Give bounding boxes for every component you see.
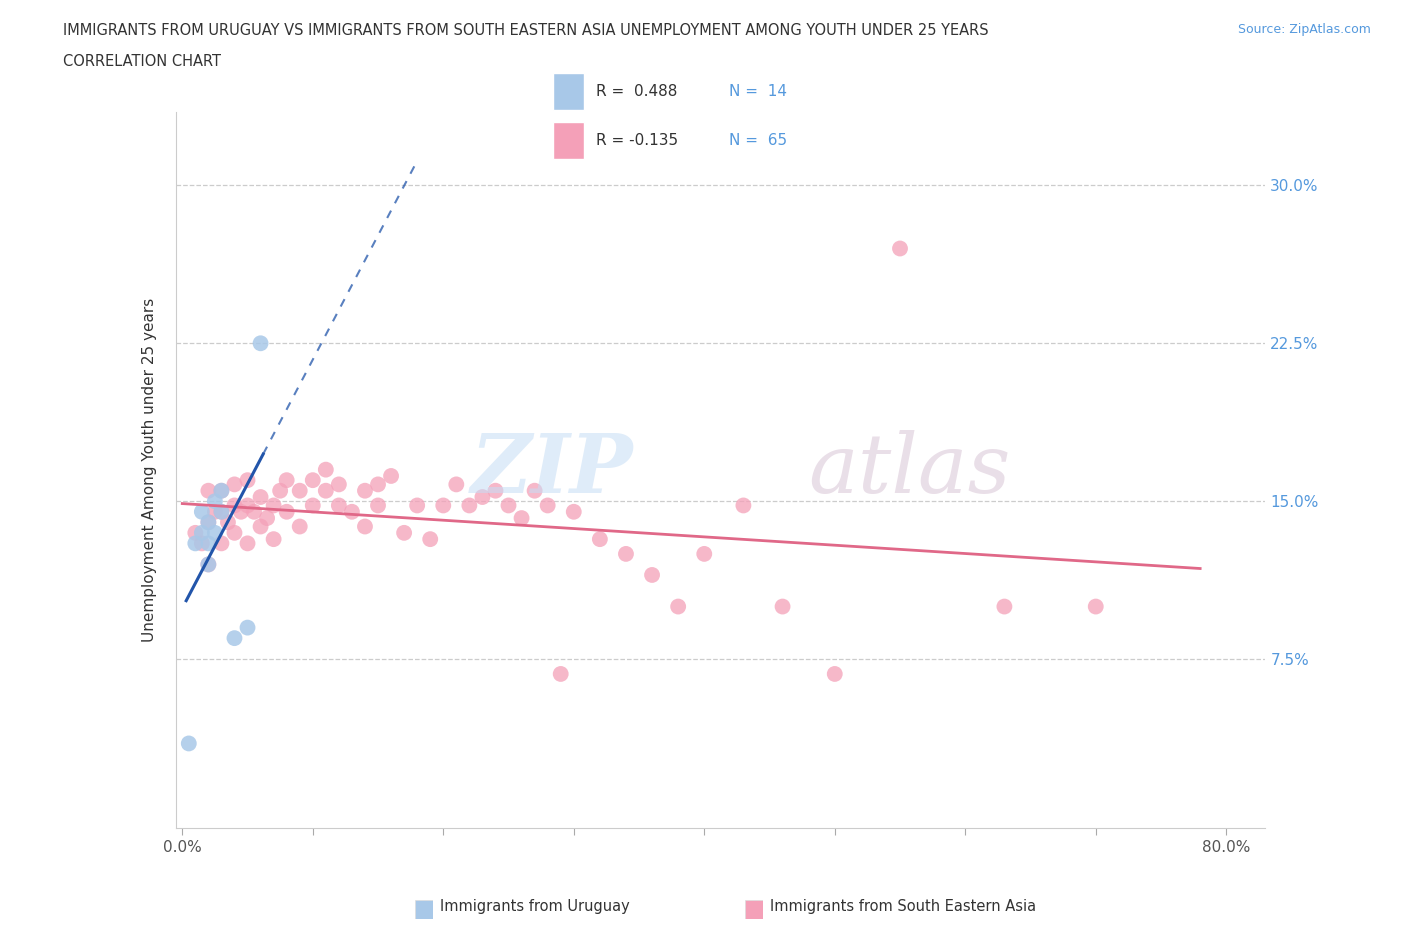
Point — [197, 557, 219, 572]
Point — [191, 504, 214, 519]
Point — [340, 504, 363, 519]
Point — [993, 599, 1015, 614]
Point — [392, 525, 415, 540]
Point — [328, 477, 350, 492]
Point — [641, 567, 664, 582]
Point — [209, 536, 232, 551]
Point — [249, 489, 271, 504]
Text: CORRELATION CHART: CORRELATION CHART — [63, 54, 221, 69]
Point — [315, 462, 337, 477]
Text: N =  14: N = 14 — [728, 85, 787, 100]
Point — [367, 477, 389, 492]
Point — [406, 498, 429, 513]
Point — [263, 532, 285, 547]
Text: N =  65: N = 65 — [728, 133, 787, 148]
Point — [354, 484, 377, 498]
Point — [263, 498, 285, 513]
Point — [191, 536, 214, 551]
Point — [177, 736, 200, 751]
Point — [209, 504, 232, 519]
Text: Immigrants from Uruguay: Immigrants from Uruguay — [440, 899, 630, 914]
Text: ZIP: ZIP — [471, 430, 633, 510]
Point — [733, 498, 755, 513]
Point — [217, 515, 239, 530]
Text: R = -0.135: R = -0.135 — [596, 133, 678, 148]
Point — [288, 484, 311, 498]
Point — [197, 557, 219, 572]
Point — [197, 484, 219, 498]
Point — [209, 504, 232, 519]
Point — [510, 511, 533, 525]
Point — [589, 532, 612, 547]
Point — [184, 536, 207, 551]
Text: atlas: atlas — [807, 430, 1010, 510]
Text: Source: ZipAtlas.com: Source: ZipAtlas.com — [1237, 23, 1371, 36]
Point — [458, 498, 481, 513]
FancyBboxPatch shape — [554, 73, 583, 110]
Point — [432, 498, 454, 513]
Point — [209, 484, 232, 498]
Point — [419, 532, 441, 547]
Point — [276, 472, 298, 487]
Point — [224, 631, 246, 645]
Text: R =  0.488: R = 0.488 — [596, 85, 678, 100]
Point — [224, 525, 246, 540]
Point — [204, 504, 226, 519]
Point — [276, 504, 298, 519]
Text: IMMIGRANTS FROM URUGUAY VS IMMIGRANTS FROM SOUTH EASTERN ASIA UNEMPLOYMENT AMONG: IMMIGRANTS FROM URUGUAY VS IMMIGRANTS FR… — [63, 23, 988, 38]
Point — [301, 472, 323, 487]
Point — [249, 519, 271, 534]
Point — [224, 498, 246, 513]
Point — [191, 525, 214, 540]
Point — [197, 536, 219, 551]
Point — [693, 547, 716, 562]
Point — [315, 484, 337, 498]
Point — [471, 489, 494, 504]
Point — [1084, 599, 1107, 614]
Point — [446, 477, 468, 492]
Point — [523, 484, 546, 498]
Point — [236, 536, 259, 551]
Y-axis label: Unemployment Among Youth under 25 years: Unemployment Among Youth under 25 years — [142, 298, 157, 642]
Point — [243, 504, 266, 519]
Point — [380, 469, 402, 484]
Point — [484, 484, 506, 498]
Point — [328, 498, 350, 513]
Point — [256, 511, 278, 525]
Point — [498, 498, 520, 513]
Point — [301, 498, 323, 513]
Point — [367, 498, 389, 513]
Point — [354, 519, 377, 534]
Point — [236, 472, 259, 487]
Point — [269, 484, 291, 498]
Point — [288, 519, 311, 534]
Point — [204, 494, 226, 509]
Point — [614, 547, 637, 562]
Point — [224, 477, 246, 492]
Point — [824, 667, 846, 682]
Point — [197, 515, 219, 530]
Point — [229, 504, 252, 519]
Point — [666, 599, 689, 614]
Point — [249, 336, 271, 351]
Point — [550, 667, 572, 682]
Point — [772, 599, 794, 614]
FancyBboxPatch shape — [554, 123, 583, 159]
Point — [236, 498, 259, 513]
Point — [537, 498, 560, 513]
Point — [889, 241, 911, 256]
Point — [562, 504, 585, 519]
Text: Immigrants from South Eastern Asia: Immigrants from South Eastern Asia — [770, 899, 1036, 914]
Point — [236, 620, 259, 635]
Point — [209, 484, 232, 498]
Point — [184, 525, 207, 540]
Point — [197, 515, 219, 530]
Point — [204, 525, 226, 540]
